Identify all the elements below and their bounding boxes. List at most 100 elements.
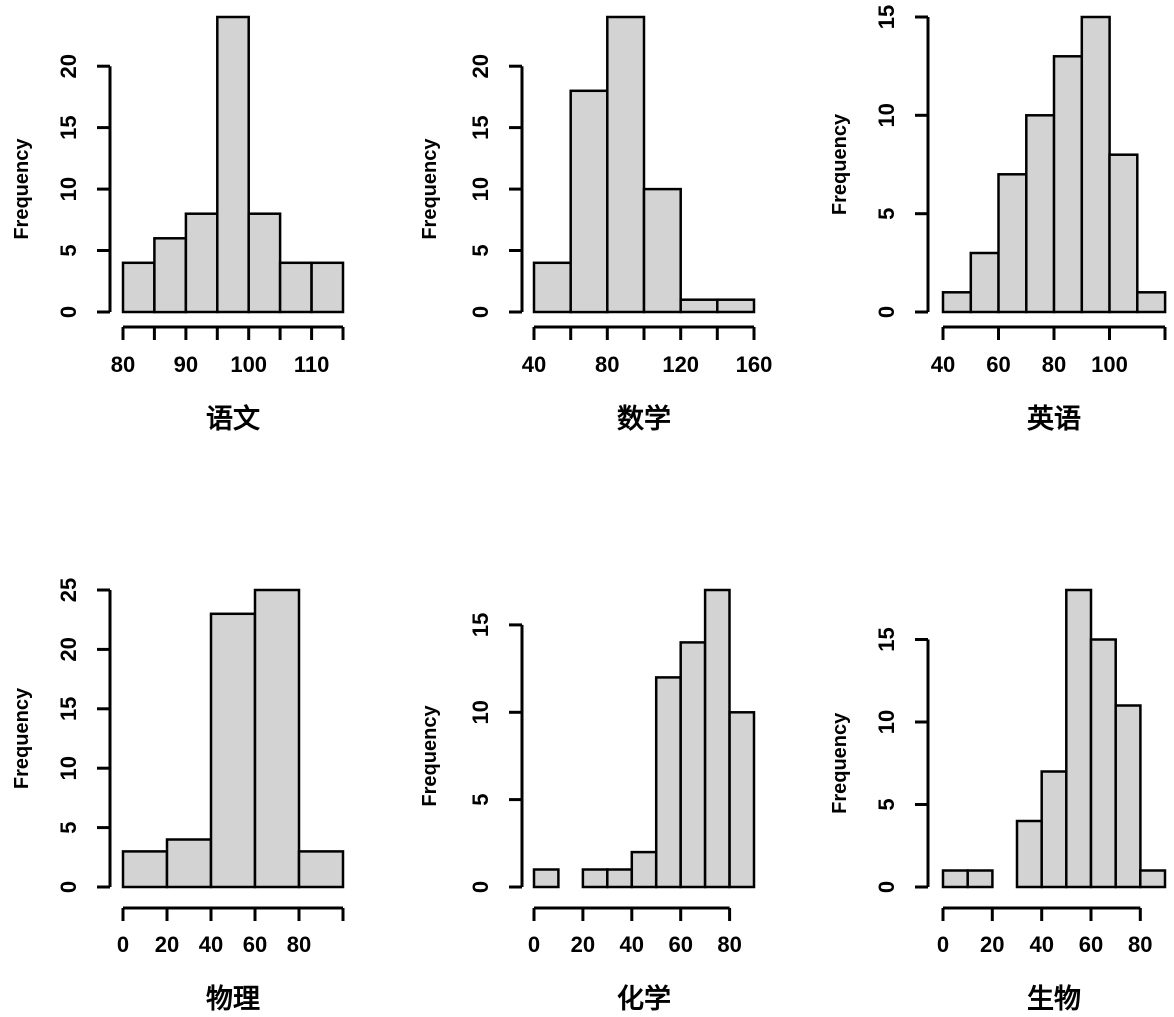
y-axis-title: Frequency — [419, 138, 441, 240]
chart-title: 语文 — [206, 403, 261, 434]
chart-title: 数学 — [617, 403, 671, 434]
y-tick-label: 0 — [468, 881, 493, 893]
y-tick-label: 20 — [56, 637, 81, 661]
x-tick-label: 0 — [937, 932, 949, 957]
histogram-bar — [679, 641, 707, 889]
chart-title: 生物 — [1027, 984, 1081, 1014]
x-tick-label: 80 — [111, 352, 135, 377]
x-tick-label: 0 — [117, 932, 129, 957]
histogram-bar — [630, 850, 658, 889]
histogram-bar — [253, 588, 301, 889]
histogram-chemistry: 0 5 10 15 Frequency 0 20 40 60 80 化学 — [390, 540, 780, 1017]
x-tick-label: 80 — [1042, 352, 1066, 377]
histogram-bar — [1052, 55, 1084, 314]
histogram-english: 0 5 10 15 Frequency 40 60 80 100 英语 — [780, 0, 1174, 460]
y-tick-label: 15 — [468, 115, 493, 139]
x-tick-label: 60 — [243, 932, 267, 957]
histogram-bar — [1025, 114, 1056, 314]
y-tick-label: 25 — [56, 578, 81, 602]
y-tick-label: 10 — [874, 710, 899, 734]
histogram-bar — [1089, 638, 1117, 889]
x-tick-label: 80 — [595, 352, 619, 377]
histogram-bar — [1114, 704, 1142, 889]
x-tick-label: 20 — [571, 932, 595, 957]
y-tick-label: 5 — [468, 793, 493, 805]
histogram-english-canvas: 0 5 10 15 Frequency 40 60 80 100 英语 — [829, 5, 1167, 434]
histogram-bar — [997, 173, 1028, 314]
y-tick-label: 10 — [56, 177, 81, 201]
histogram-bar — [532, 261, 572, 314]
histogram-bar — [728, 711, 756, 889]
x-tick-label: 20 — [155, 932, 179, 957]
histogram-bar — [1040, 770, 1068, 889]
y-axis-title: Frequency — [11, 687, 33, 789]
histogram-bar — [966, 869, 994, 889]
y-tick-label: 0 — [874, 306, 899, 318]
y-axis-title: Frequency — [11, 138, 33, 240]
histogram-bar — [1108, 153, 1139, 314]
histogram-bar — [153, 237, 188, 314]
x-tick-label: 20 — [980, 932, 1004, 957]
y-tick-label: 15 — [874, 627, 899, 651]
x-tick-label: 40 — [522, 352, 546, 377]
histogram-bar — [278, 261, 313, 314]
y-tick-label: 0 — [874, 881, 899, 893]
x-tick-label: 40 — [931, 352, 955, 377]
histogram-bar — [716, 298, 756, 314]
histogram-bar — [121, 261, 156, 314]
histogram-bar — [941, 291, 973, 314]
histogram-bar — [532, 868, 560, 889]
histogram-chemistry-canvas: 0 5 10 15 Frequency 0 20 40 60 80 化学 — [419, 588, 756, 1014]
x-tick-label: 0 — [528, 932, 540, 957]
y-tick-label: 15 — [56, 115, 81, 139]
y-tick-label: 15 — [468, 613, 493, 637]
histogram-biology: 0 5 10 15 Frequency 0 20 40 60 80 生物 — [780, 540, 1174, 1017]
y-tick-label: 20 — [468, 54, 493, 78]
histogram-bar — [569, 89, 609, 314]
histogram-bar — [184, 212, 219, 314]
y-tick-label: 5 — [56, 821, 81, 833]
x-tick-label: 60 — [986, 352, 1010, 377]
y-tick-label: 15 — [874, 5, 899, 29]
x-tick-label: 160 — [736, 352, 773, 377]
x-tick-label: 80 — [287, 932, 311, 957]
y-tick-label: 0 — [56, 306, 81, 318]
y-tick-label: 10 — [468, 177, 493, 201]
histogram-bar — [606, 868, 633, 889]
y-axis-title: Frequency — [829, 712, 851, 814]
histogram-physics: 0 5 10 15 20 25 Frequency 0 20 40 60 80 物理 — [0, 540, 390, 1017]
y-tick-label: 5 — [468, 244, 493, 256]
y-tick-label: 5 — [874, 208, 899, 220]
y-tick-label: 0 — [56, 881, 81, 893]
histogram-bar — [1139, 869, 1167, 889]
chart-title: 物理 — [206, 984, 260, 1014]
histogram-bar — [606, 15, 646, 314]
histogram-bar — [1136, 291, 1167, 314]
x-tick-label: 80 — [1128, 932, 1152, 957]
chart-title: 化学 — [617, 983, 671, 1014]
x-tick-label: 100 — [230, 352, 267, 377]
x-tick-label: 110 — [294, 352, 330, 377]
histogram-bar — [1080, 15, 1111, 314]
histogram-bar — [1015, 819, 1043, 889]
y-tick-label: 10 — [56, 756, 81, 780]
histogram-math: 0 5 10 15 20 Frequency 40 80 120 160 数学 — [390, 0, 780, 460]
histogram-biology-canvas: 0 5 10 15 Frequency 0 20 40 60 80 生物 — [829, 588, 1167, 1014]
histogram-bar — [209, 612, 257, 889]
y-tick-label: 10 — [468, 700, 493, 724]
y-axis-title: Frequency — [829, 113, 851, 215]
histogram-physics-canvas: 0 5 10 15 20 25 Frequency 0 20 40 60 80 物理 — [11, 578, 345, 1014]
histogram-bar — [247, 212, 282, 314]
histogram-bar — [654, 676, 682, 889]
y-tick-label: 5 — [56, 244, 81, 256]
x-tick-label: 40 — [199, 932, 223, 957]
histogram-chinese-canvas: 0 5 10 15 20 Frequency 80 90 100 110 语文 — [11, 15, 345, 434]
y-axis-title: Frequency — [419, 705, 441, 807]
x-tick-label: 60 — [1079, 932, 1103, 957]
y-tick-label: 20 — [56, 54, 81, 78]
histogram-bar — [310, 261, 345, 314]
x-tick-label: 90 — [174, 352, 198, 377]
histogram-bar — [1065, 588, 1093, 889]
x-tick-label: 80 — [717, 932, 741, 957]
